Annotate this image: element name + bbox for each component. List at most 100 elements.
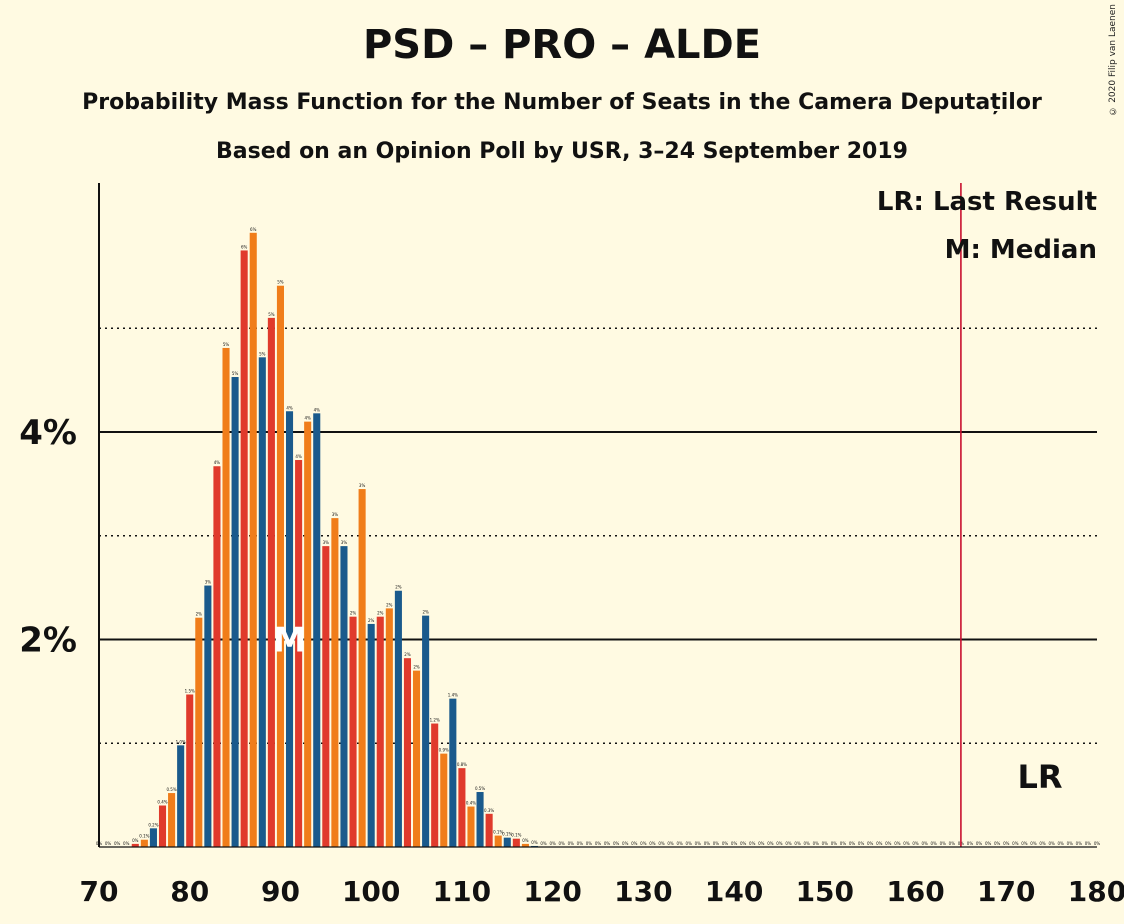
bar-value-label: 0% [704,841,711,846]
bar-value-label: 2% [395,585,402,590]
bar-value-label: 0% [1085,841,1092,846]
bar-value-label: 0% [595,841,602,846]
bar [313,413,321,847]
bar-value-label: 0% [640,841,647,846]
bar-value-label: 0% [876,841,883,846]
bar-value-label: 0% [931,841,938,846]
bar [222,347,230,847]
bar [458,768,466,847]
bar [367,623,375,847]
bar-value-label: 0% [622,841,629,846]
bar-value-label: 2% [422,610,429,615]
bar [231,377,239,847]
bar [149,828,157,847]
bar-value-label: 0% [568,841,575,846]
bar-value-label: 0.9% [439,748,449,753]
bar [394,590,402,847]
bar-value-label: 2% [196,612,203,617]
bar-value-label: 0.2% [148,822,158,827]
bar-value-label: 0.5% [166,787,176,792]
bar-value-label: 0.4% [157,800,167,805]
bar-value-label: 0% [940,841,947,846]
bar-value-label: 0% [749,841,756,846]
x-tick-label: 140 [705,875,763,908]
bar-value-label: 3% [341,540,348,545]
bar-value-label: 0% [613,841,620,846]
bar-value-label: 0.1% [139,834,149,839]
bar-value-label: 6% [250,227,257,232]
bar-value-label: 0% [1058,841,1065,846]
x-tick-label: 130 [614,875,672,908]
bar [449,698,457,847]
bar-value-label: 6% [241,244,248,249]
x-tick-label: 80 [170,875,209,908]
chart-subtitle-poll: Based on an Opinion Poll by USR, 3–24 Se… [216,139,908,164]
bar-value-label: 4% [304,416,311,421]
bar [304,421,312,847]
x-tick-label: 180 [1068,875,1124,908]
bar-value-label: 0% [731,841,738,846]
bar-value-label: 1.2% [430,718,440,723]
bar-value-label: 0% [1094,841,1101,846]
bar [322,546,330,847]
bar-value-label: 0% [758,841,765,846]
bar-value-label: 0% [912,841,919,846]
bar-value-label: 0% [1012,841,1019,846]
bar-value-label: 0% [649,841,656,846]
bar-value-label: 0% [686,841,693,846]
bar-value-label: 4% [286,405,293,410]
bar-value-label: 0% [667,841,674,846]
bar-value-label: 0.4% [466,801,476,806]
bar-value-label: 0% [903,841,910,846]
bar-value-label: 0% [1021,841,1028,846]
bar-value-label: 1.0% [176,739,186,744]
last-result-marker: LR [1017,758,1062,796]
bar-value-label: 0% [658,841,665,846]
bar-value-label: 0% [967,841,974,846]
bar-value-label: 0% [776,841,783,846]
bar-value-label: 1.5% [185,688,195,693]
x-tick-label: 120 [523,875,581,908]
bar-value-label: 0% [604,841,611,846]
bar-value-label: 0.1% [511,833,521,838]
bar-value-label: 0% [522,838,529,843]
y-tick-label: 4% [19,413,77,453]
bar [186,694,194,847]
bar [204,585,212,847]
bar-value-label: 0% [767,841,774,846]
bar-value-label: 0% [740,841,747,846]
bar-value-label: 0% [858,841,865,846]
bar-value-label: 0% [885,841,892,846]
bar-value-label: 3% [332,512,339,517]
legend-last-result: LR: Last Result [877,187,1097,217]
bar-value-label: 0% [849,841,856,846]
bar-value-label: 5% [277,280,284,285]
bar [467,806,475,847]
chart-subtitle-method: Probability Mass Function for the Number… [82,90,1042,115]
bar-value-label: 0% [631,841,638,846]
bar [276,285,284,847]
bar-value-label: 3% [323,540,330,545]
bar-value-label: 0% [713,841,720,846]
bar-value-label: 0.1% [502,832,512,837]
bar-value-label: 0% [803,841,810,846]
bar [485,813,493,847]
bar-value-label: 0% [894,841,901,846]
bar-value-label: 5% [268,312,275,317]
bar-value-label: 4% [314,407,321,412]
bar-value-label: 0% [1076,841,1083,846]
bar-value-label: 0.5% [475,786,485,791]
x-tick-label: 160 [886,875,944,908]
bar-value-label: 0% [695,841,702,846]
x-tick-label: 170 [977,875,1035,908]
bar-value-label: 2% [368,618,375,623]
bar [331,518,339,847]
y-tick-label: 2% [19,621,77,661]
x-tick-label: 70 [80,875,119,908]
bar [476,792,484,847]
bar [177,745,185,847]
bar-value-label: 0% [813,841,820,846]
bar [494,835,502,847]
bar-value-label: 3% [205,580,212,585]
bar [349,616,357,847]
